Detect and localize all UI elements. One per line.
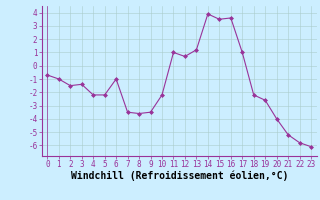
X-axis label: Windchill (Refroidissement éolien,°C): Windchill (Refroidissement éolien,°C) <box>70 171 288 181</box>
